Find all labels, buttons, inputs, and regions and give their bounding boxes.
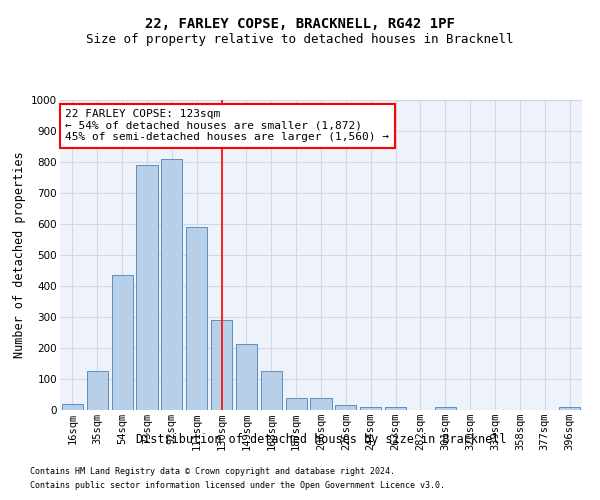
Y-axis label: Number of detached properties: Number of detached properties [13,152,26,358]
Text: 22 FARLEY COPSE: 123sqm
← 54% of detached houses are smaller (1,872)
45% of semi: 22 FARLEY COPSE: 123sqm ← 54% of detache… [65,110,389,142]
Bar [261,371,282,410]
Bar [161,159,182,410]
Text: Size of property relative to detached houses in Bracknell: Size of property relative to detached ho… [86,32,514,46]
Bar [136,165,158,410]
Text: Contains HM Land Registry data © Crown copyright and database right 2024.: Contains HM Land Registry data © Crown c… [30,467,395,476]
Bar [62,404,83,410]
Bar [87,371,108,410]
Text: Distribution of detached houses by size in Bracknell: Distribution of detached houses by size … [136,432,506,446]
Bar [286,398,307,410]
Bar [211,320,232,410]
Text: Contains public sector information licensed under the Open Government Licence v3: Contains public sector information licen… [30,481,445,490]
Bar [310,398,332,410]
Bar [435,407,456,410]
Text: 22, FARLEY COPSE, BRACKNELL, RG42 1PF: 22, FARLEY COPSE, BRACKNELL, RG42 1PF [145,18,455,32]
Bar [186,227,207,410]
Bar [335,406,356,410]
Bar [360,407,381,410]
Bar [112,275,133,410]
Bar [385,407,406,410]
Bar [236,344,257,410]
Bar [559,407,580,410]
